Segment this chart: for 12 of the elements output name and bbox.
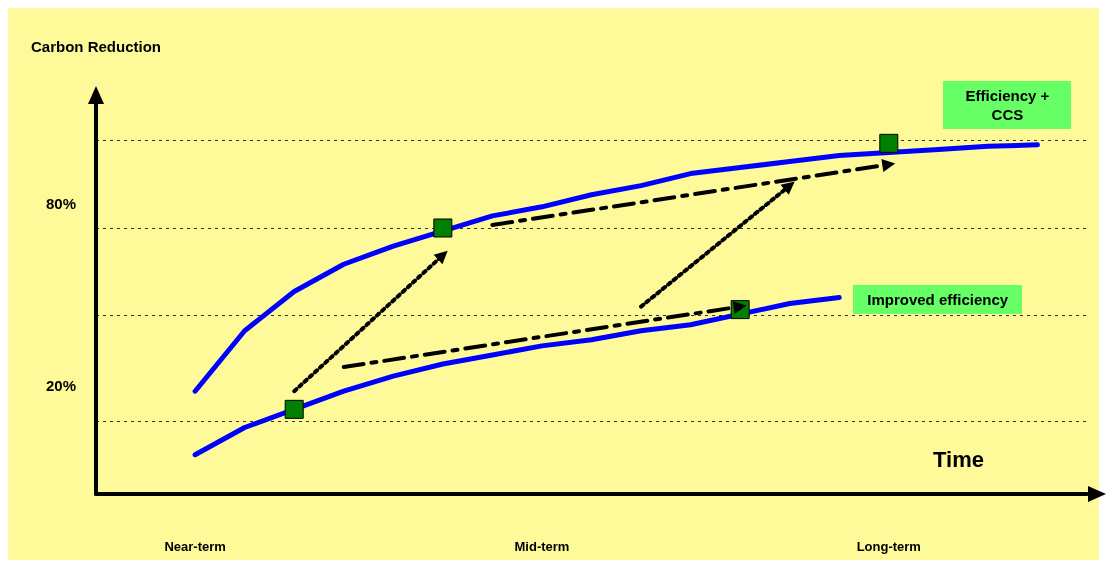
x-tick-label: Mid-term <box>514 539 570 554</box>
y-axis-title: Carbon Reduction <box>31 37 161 55</box>
y-tick-label: 80% <box>45 195 76 213</box>
x-tick-label: Long-term <box>856 539 921 554</box>
point <box>284 399 304 419</box>
y-tick-label: 20% <box>45 376 76 394</box>
x-axis-title: Time <box>933 446 984 472</box>
point <box>433 218 453 238</box>
series-label: Improved efficiency <box>853 285 1023 314</box>
point <box>879 133 899 153</box>
series-label: Efficiency + CCS <box>943 80 1072 129</box>
x-tick-label: Near-term <box>164 539 226 554</box>
